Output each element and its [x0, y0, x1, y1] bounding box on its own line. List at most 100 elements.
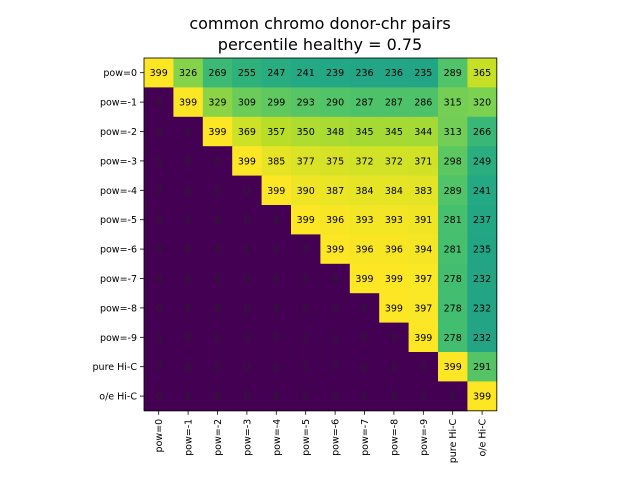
- heatmap-cell: [320, 146, 351, 176]
- cell-value-label: 0: [156, 127, 162, 138]
- heatmap-cell: [173, 293, 204, 323]
- cell-value-label: 0: [244, 186, 250, 197]
- heatmap-cell: [320, 175, 351, 206]
- cell-value-label: 289: [444, 68, 462, 79]
- cell-value-label: 0: [214, 156, 220, 167]
- cell-value-label: 387: [326, 186, 344, 197]
- cell-value-label: 281: [444, 245, 462, 256]
- cell-value-label: 383: [414, 186, 432, 197]
- cell-value-label: 291: [473, 362, 491, 373]
- cell-value-label: 399: [473, 392, 491, 403]
- heatmap-cell: [232, 146, 262, 176]
- cell-value-label: 329: [208, 98, 226, 109]
- heatmap-cell: [467, 205, 498, 235]
- cell-value-label: 0: [303, 362, 309, 373]
- plot-frame: [143, 57, 498, 412]
- cell-value-label: 0: [214, 392, 220, 403]
- heatmap-cell: [438, 352, 468, 382]
- cell-value-label: 399: [150, 68, 168, 79]
- cell-value-label: 0: [185, 303, 191, 314]
- cell-value-label: 0: [332, 274, 338, 285]
- cell-value-label: 0: [303, 274, 309, 285]
- cell-value-label: 399: [297, 215, 315, 226]
- heatmap-cell: [408, 58, 439, 88]
- heatmap-cell: [261, 205, 292, 235]
- cell-value-label: 0: [244, 215, 250, 226]
- cell-value-label: 0: [332, 362, 338, 373]
- cell-value-label: 369: [238, 127, 256, 138]
- cell-value-label: 377: [297, 156, 315, 167]
- cell-value-label: 287: [385, 98, 403, 109]
- heatmap-cell: [408, 381, 439, 412]
- y-tick-label: pow=-4: [100, 186, 137, 197]
- cell-value-label: 0: [361, 333, 367, 344]
- heatmap-cell: [173, 58, 204, 88]
- heatmap-cell: [173, 381, 204, 412]
- heatmap-cell: [349, 58, 380, 88]
- heatmap-cell: [173, 263, 204, 294]
- heatmap-cell: [144, 58, 174, 88]
- cell-value-label: 0: [361, 362, 367, 373]
- cell-value-label: 0: [273, 362, 279, 373]
- cell-value-label: 0: [361, 392, 367, 403]
- heatmap-cell: [467, 58, 498, 88]
- cell-value-label: 0: [244, 392, 250, 403]
- heatmap-cell: [261, 146, 292, 176]
- cell-value-label: 0: [185, 245, 191, 256]
- heatmap-cell: [467, 146, 498, 176]
- cell-value-label: 287: [355, 98, 373, 109]
- heatmap-cell: [349, 322, 380, 353]
- heatmap-cell: [349, 263, 380, 294]
- x-tick-label: pow=-7: [360, 419, 371, 456]
- cell-value-label: 399: [179, 98, 197, 109]
- heatmap-cell: [232, 234, 262, 265]
- heatmap-cell: [320, 116, 351, 147]
- cell-value-label: 397: [414, 303, 432, 314]
- cell-value-label: 0: [156, 333, 162, 344]
- heatmap-cell: [408, 293, 439, 323]
- heatmap-cell: [291, 263, 321, 294]
- cell-value-label: 0: [420, 392, 426, 403]
- heatmap-cell: [202, 205, 233, 235]
- heatmap-cell: [349, 87, 380, 118]
- cell-value-label: 266: [473, 127, 491, 138]
- cell-value-label: 236: [385, 68, 403, 79]
- cell-value-label: 344: [414, 127, 432, 138]
- heatmap-cell: [232, 352, 262, 382]
- heatmap-cell: [408, 116, 439, 147]
- heatmap-cell: [467, 263, 498, 294]
- cell-value-label: 371: [414, 156, 432, 167]
- y-tick-label: pow=-8: [100, 303, 137, 314]
- heatmap-cell: [349, 146, 380, 176]
- cell-value-label: 0: [303, 392, 309, 403]
- cell-value-label: 0: [185, 392, 191, 403]
- heatmap-cell: [291, 175, 321, 206]
- heatmap-cells: 399 326 269 255 247 241 239 236 236 235 289 365 0 399…: [143, 57, 498, 412]
- heatmap-cell: [320, 87, 351, 118]
- x-tick-label: pow=-6: [331, 419, 342, 456]
- cell-value-label: 249: [473, 156, 491, 167]
- heatmap-cell: [202, 234, 233, 265]
- heatmap-cell: [438, 58, 468, 88]
- y-tick-label: pow=-3: [100, 156, 137, 167]
- heatmap-cell: [379, 87, 409, 118]
- cell-value-label: 278: [444, 303, 462, 314]
- heatmap-cell: [408, 352, 439, 382]
- cell-value-label: 232: [473, 303, 491, 314]
- heatmap-cell: [232, 58, 262, 88]
- heatmap-cell: [379, 146, 409, 176]
- heatmap-cell: [320, 381, 351, 412]
- heatmap-cell: [144, 146, 174, 176]
- cell-value-label: 0: [273, 274, 279, 285]
- heatmap-cell: [232, 205, 262, 235]
- x-tick-label: pow=-2: [213, 419, 224, 456]
- y-tick-label: pure Hi-C: [93, 362, 138, 373]
- cell-value-label: 281: [444, 215, 462, 226]
- cell-value-label: 0: [185, 333, 191, 344]
- cell-value-label: 391: [414, 215, 432, 226]
- heatmap-cell: [202, 293, 233, 323]
- cell-value-label: 0: [273, 245, 279, 256]
- cell-value-label: 0: [156, 156, 162, 167]
- cell-value-label: 0: [156, 274, 162, 285]
